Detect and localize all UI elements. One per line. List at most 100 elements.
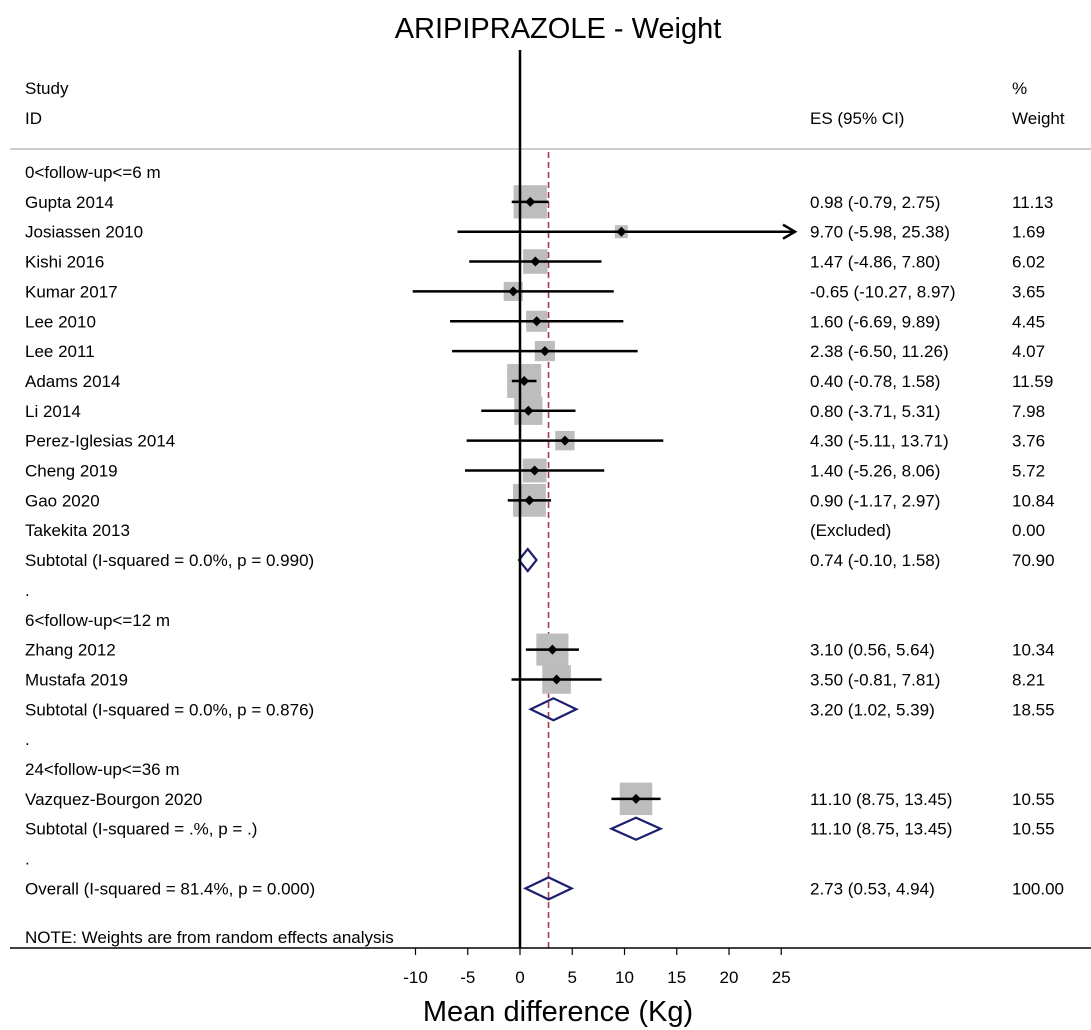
row-label: Takekita 2013	[25, 521, 130, 540]
row-group: 0<follow-up<=6 m	[25, 163, 161, 182]
ci-text: 11.10 (8.75, 13.45)	[810, 820, 952, 839]
point-estimate	[523, 405, 534, 416]
x-tick-label: 0	[515, 968, 524, 987]
row-study: Cheng 2019 1.40 (-5.26, 8.06) 5.72	[25, 458, 1045, 483]
x-tick-label: -10	[403, 968, 428, 987]
chart-title: ARIPIPRAZOLE - Weight	[395, 13, 722, 45]
row-subtotal: Subtotal (I-squared = 0.0%, p = 0.990) 0.…	[25, 547, 1055, 573]
weight-text: 10.34	[1012, 641, 1055, 660]
weight-text: 10.55	[1012, 820, 1055, 839]
weight-text: 8.21	[1012, 670, 1045, 689]
ci-text: 3.10 (0.56, 5.64)	[810, 641, 935, 660]
ci-text: 1.60 (-6.69, 9.89)	[810, 312, 940, 331]
row-label: .	[25, 850, 30, 869]
row-label: Gupta 2014	[25, 193, 114, 212]
point-estimate	[531, 316, 542, 327]
ci-text: 0.74 (-0.10, 1.58)	[810, 551, 940, 570]
weight-text: 10.84	[1012, 491, 1055, 510]
row-label: Li 2014	[25, 402, 81, 421]
row-study: Lee 2010 1.60 (-6.69, 9.89) 4.45	[25, 310, 1045, 332]
row-label: Subtotal (I-squared = 0.0%, p = 0.990)	[25, 551, 314, 570]
weight-text: 3.76	[1012, 432, 1045, 451]
row-label: Lee 2011	[25, 342, 95, 361]
point-estimate	[525, 196, 536, 207]
x-tick-label: 5	[568, 968, 577, 987]
row-label: Adams 2014	[25, 372, 120, 391]
ci-text: 11.10 (8.75, 13.45)	[810, 790, 952, 809]
x-tick-label: -5	[460, 968, 475, 987]
pooled-diamond	[528, 697, 579, 722]
row-label: Lee 2010	[25, 312, 96, 331]
row-label: .	[25, 730, 30, 749]
ci-text: 9.70 (-5.98, 25.38)	[810, 223, 950, 242]
row-label: Vazquez-Bourgon 2020	[25, 790, 202, 809]
row-label: .	[25, 581, 30, 600]
weight-text: 11.59	[1012, 372, 1053, 391]
ci-text: 2.73 (0.53, 4.94)	[810, 879, 935, 898]
row-label: Zhang 2012	[25, 641, 116, 660]
row-label: Kumar 2017	[25, 282, 118, 301]
weight-text: 4.07	[1012, 342, 1045, 361]
row-excluded: Takekita 2013 (Excluded) 0.00	[25, 521, 1045, 540]
weight-text: 1.69	[1012, 223, 1045, 242]
weight-text: 0.00	[1012, 521, 1045, 540]
header-study: Study	[25, 79, 69, 98]
ci-text: 4.30 (-5.11, 13.71)	[810, 432, 949, 451]
point-estimate	[508, 286, 519, 297]
weight-text: 10.55	[1012, 790, 1055, 809]
row-subtotal: Overall (I-squared = 81.4%, p = 0.000) 2.…	[25, 876, 1064, 901]
row-study: Gupta 2014 0.98 (-0.79, 2.75) 11.13	[25, 185, 1053, 219]
point-estimate	[551, 674, 562, 685]
row-study: Kumar 2017 -0.65 (-10.27, 8.97) 3.65	[25, 281, 1045, 301]
x-tick-label: 15	[667, 968, 686, 987]
row-label: Mustafa 2019	[25, 670, 128, 689]
row-dot: .	[25, 730, 30, 749]
ci-text: 0.80 (-3.71, 5.31)	[810, 402, 940, 421]
row-study: Gao 2020 0.90 (-1.17, 2.97) 10.84	[25, 483, 1055, 517]
x-tick-label: 25	[772, 968, 791, 987]
point-estimate	[547, 644, 558, 655]
row-label: Overall (I-squared = 81.4%, p = 0.000)	[25, 879, 315, 898]
point-estimate	[559, 435, 570, 446]
group-label: 6<follow-up<=12 m	[25, 611, 170, 630]
x-tick-label: 20	[720, 968, 739, 987]
row-study: Mustafa 2019 3.50 (-0.81, 7.81) 8.21	[25, 665, 1045, 694]
weight-text: 11.13	[1012, 193, 1053, 212]
weight-text: 7.98	[1012, 402, 1045, 421]
pooled-diamond	[608, 816, 664, 841]
row-study: Adams 2014 0.40 (-0.78, 1.58) 11.59	[25, 363, 1053, 398]
weight-text: 70.90	[1012, 551, 1055, 570]
point-estimate	[539, 346, 550, 357]
row-study: Josiassen 2010 9.70 (-5.98, 25.38) 1.69	[25, 223, 1045, 242]
row-dot: .	[25, 850, 30, 869]
group-label: 24<follow-up<=36 m	[25, 760, 180, 779]
point-estimate	[530, 256, 541, 267]
x-axis-ticks: -10 -5 0 5 10 15 20 25	[403, 948, 791, 987]
weight-text: 5.72	[1012, 462, 1045, 481]
row-study: Kishi 2016 1.47 (-4.86, 7.80) 6.02	[25, 249, 1045, 274]
row-group: 6<follow-up<=12 m	[25, 611, 170, 630]
row-study: Perez-Iglesias 2014 4.30 (-5.11, 13.71) 3.…	[25, 430, 1045, 451]
row-study: Zhang 2012 3.10 (0.56, 5.64) 10.34	[25, 633, 1055, 666]
ci-text: (Excluded)	[810, 521, 891, 540]
row-study: Li 2014 0.80 (-3.71, 5.31) 7.98	[25, 396, 1045, 425]
ci-text: 0.90 (-1.17, 2.97)	[810, 491, 940, 510]
point-estimate	[519, 375, 530, 386]
header-es: ES (95% CI)	[810, 109, 904, 128]
note-text: NOTE: Weights are from random effects an…	[25, 928, 394, 947]
ci-text: -0.65 (-10.27, 8.97)	[810, 282, 956, 301]
x-tick-label: 10	[615, 968, 634, 987]
study-rows: 0<follow-up<=6 m Gupta 2014 0.98 (-0.79, 2…	[25, 50, 1064, 948]
weight-text: 3.65	[1012, 282, 1045, 301]
group-label: 0<follow-up<=6 m	[25, 163, 161, 182]
pooled-diamond	[522, 876, 575, 901]
ci-text: 3.20 (1.02, 5.39)	[810, 700, 935, 719]
weight-text: 18.55	[1012, 700, 1055, 719]
row-label: Josiassen 2010	[25, 223, 143, 242]
header-weight: Weight	[1012, 109, 1065, 128]
point-estimate	[529, 465, 540, 476]
row-dot: .	[25, 581, 30, 600]
header-id: ID	[25, 109, 42, 128]
weight-text: 4.45	[1012, 312, 1045, 331]
